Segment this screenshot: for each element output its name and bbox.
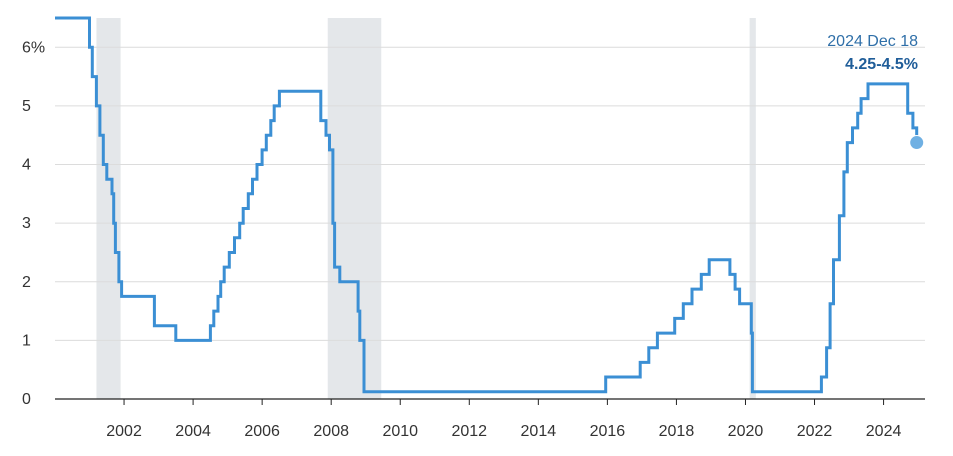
x-tick-label-2010: 2010: [382, 423, 418, 440]
recession-band-3: [749, 18, 756, 399]
y-tick-label-1: 1: [22, 332, 31, 349]
horizontal-gridlines: [55, 46, 925, 400]
y-tick-label-6: 6%: [22, 39, 45, 56]
x-tick-label-2018: 2018: [659, 423, 695, 440]
y-tick-label-0: 0: [22, 391, 31, 408]
series-layer: [55, 16, 925, 394]
series-line-1: [55, 16, 919, 394]
y-tick-label-4: 4: [22, 157, 31, 174]
x-tick-label-2004: 2004: [175, 423, 211, 440]
recession-band-1: [96, 18, 121, 399]
x-tick-label-2024: 2024: [866, 423, 902, 440]
recession-band-2: [327, 18, 382, 399]
x-tick-label-2012: 2012: [451, 423, 487, 440]
x-tick-label-2002: 2002: [106, 423, 142, 440]
annotation-date: 2024 Dec 18: [827, 33, 918, 50]
annotation: 2024 Dec 18 4.25-4.5%: [827, 33, 918, 73]
x-tick-label-2014: 2014: [521, 423, 557, 440]
y-tick-label-5: 5: [22, 98, 31, 115]
y-tick-label-3: 3: [22, 215, 31, 232]
x-axis: 2002 2004 2006 2008 2010 2012 2014 2016 2018 2020…: [55, 398, 925, 440]
x-tick-label-2008: 2008: [313, 423, 349, 440]
x-tick-label-2020: 2020: [728, 423, 764, 440]
y-axis: 6% 5 4 3 2 1 0: [22, 39, 45, 408]
x-tick-label-2022: 2022: [797, 423, 833, 440]
x-tick-label-2006: 2006: [244, 423, 280, 440]
annotation-value: 4.25-4.5%: [845, 56, 918, 73]
x-tick-label-2016: 2016: [590, 423, 626, 440]
recession-shading: [96, 18, 756, 399]
y-tick-label-2: 2: [22, 274, 31, 291]
endpoint-marker: [909, 135, 925, 151]
